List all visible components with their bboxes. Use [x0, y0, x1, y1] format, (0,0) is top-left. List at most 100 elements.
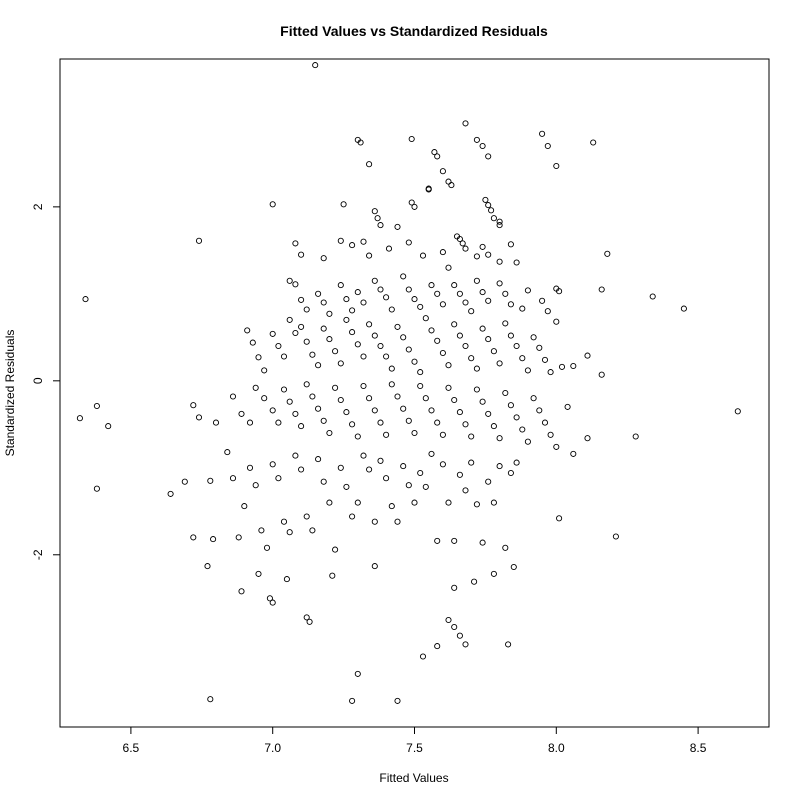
- data-point: [326, 336, 333, 343]
- data-point: [315, 405, 322, 412]
- data-point: [536, 407, 543, 414]
- data-point: [496, 222, 503, 229]
- data-point: [405, 417, 412, 424]
- data-point: [229, 393, 237, 400]
- data-point: [479, 325, 486, 332]
- data-point: [255, 354, 262, 361]
- data-point: [195, 237, 203, 244]
- data-point: [326, 310, 333, 317]
- data-point: [468, 459, 475, 466]
- data-point: [309, 351, 316, 358]
- data-point: [286, 398, 293, 405]
- data-point: [275, 342, 282, 350]
- data-point: [536, 344, 543, 351]
- data-point: [405, 239, 412, 246]
- data-point: [451, 321, 458, 328]
- data-point: [598, 371, 605, 378]
- data-point: [451, 537, 458, 544]
- data-point: [93, 402, 100, 410]
- data-point: [496, 280, 503, 287]
- data-point: [519, 426, 526, 433]
- data-point: [507, 241, 514, 248]
- data-point: [488, 207, 495, 214]
- data-point: [502, 544, 509, 551]
- data-point: [377, 222, 384, 229]
- data-point: [394, 518, 401, 525]
- data-point: [261, 367, 268, 374]
- data-point: [604, 250, 611, 257]
- data-point: [357, 139, 364, 146]
- data-point: [434, 290, 441, 297]
- data-point: [451, 396, 458, 404]
- data-point: [598, 286, 605, 293]
- data-point: [422, 483, 429, 490]
- data-point: [306, 618, 313, 625]
- data-point: [485, 153, 492, 160]
- data-point: [360, 238, 367, 245]
- data-point: [445, 362, 452, 369]
- data-point: [612, 533, 619, 540]
- data-point: [303, 306, 310, 313]
- data-point: [266, 595, 273, 602]
- data-point: [439, 461, 446, 468]
- data-point: [354, 499, 361, 506]
- data-point: [445, 384, 452, 391]
- data-point: [246, 419, 254, 426]
- data-point: [632, 433, 639, 440]
- data-point: [400, 334, 407, 341]
- data-point: [366, 466, 373, 473]
- data-point: [388, 306, 395, 313]
- data-point: [434, 419, 441, 426]
- data-point: [400, 405, 407, 412]
- data-point: [473, 277, 480, 284]
- data-point: [456, 332, 463, 339]
- data-point: [394, 697, 401, 704]
- data-point: [383, 353, 390, 360]
- data-point: [315, 362, 322, 369]
- data-point: [553, 318, 560, 325]
- data-point: [445, 264, 452, 271]
- data-point: [377, 457, 384, 464]
- data-point: [349, 307, 356, 314]
- data-point: [366, 321, 373, 328]
- data-point: [343, 296, 350, 303]
- data-point: [286, 277, 293, 284]
- data-point: [400, 273, 407, 280]
- data-point: [502, 320, 509, 327]
- data-point: [337, 360, 344, 367]
- data-point: [371, 563, 378, 570]
- data-point: [558, 363, 566, 370]
- data-point: [530, 395, 537, 402]
- data-point: [439, 431, 446, 438]
- data-point: [332, 348, 339, 355]
- data-point: [283, 576, 290, 583]
- data-point: [428, 282, 435, 289]
- data-point: [337, 464, 344, 471]
- data-point: [383, 475, 390, 482]
- data-point: [468, 308, 475, 315]
- data-point: [507, 301, 514, 308]
- data-point: [298, 466, 305, 473]
- data-point: [451, 623, 458, 631]
- plot-frame: [59, 58, 770, 728]
- data-point: [564, 403, 571, 410]
- data-point: [544, 308, 551, 315]
- data-point: [462, 641, 469, 648]
- data-point: [405, 286, 412, 293]
- data-point: [411, 203, 418, 210]
- data-point: [360, 452, 367, 459]
- data-point: [473, 136, 480, 143]
- data-point: [320, 299, 327, 306]
- data-point: [513, 414, 520, 421]
- data-point: [519, 305, 526, 312]
- x-axis: 6.5 7.0 7.5 8.0 8.5: [123, 727, 707, 755]
- data-point: [167, 490, 174, 497]
- data-point: [556, 288, 563, 295]
- chart-title: Fitted Values vs Standardized Residuals: [280, 23, 548, 39]
- data-point: [105, 423, 112, 430]
- data-point: [207, 477, 214, 484]
- data-point: [419, 252, 427, 259]
- data-point: [539, 297, 546, 304]
- data-point: [485, 478, 492, 485]
- data-point: [490, 215, 497, 222]
